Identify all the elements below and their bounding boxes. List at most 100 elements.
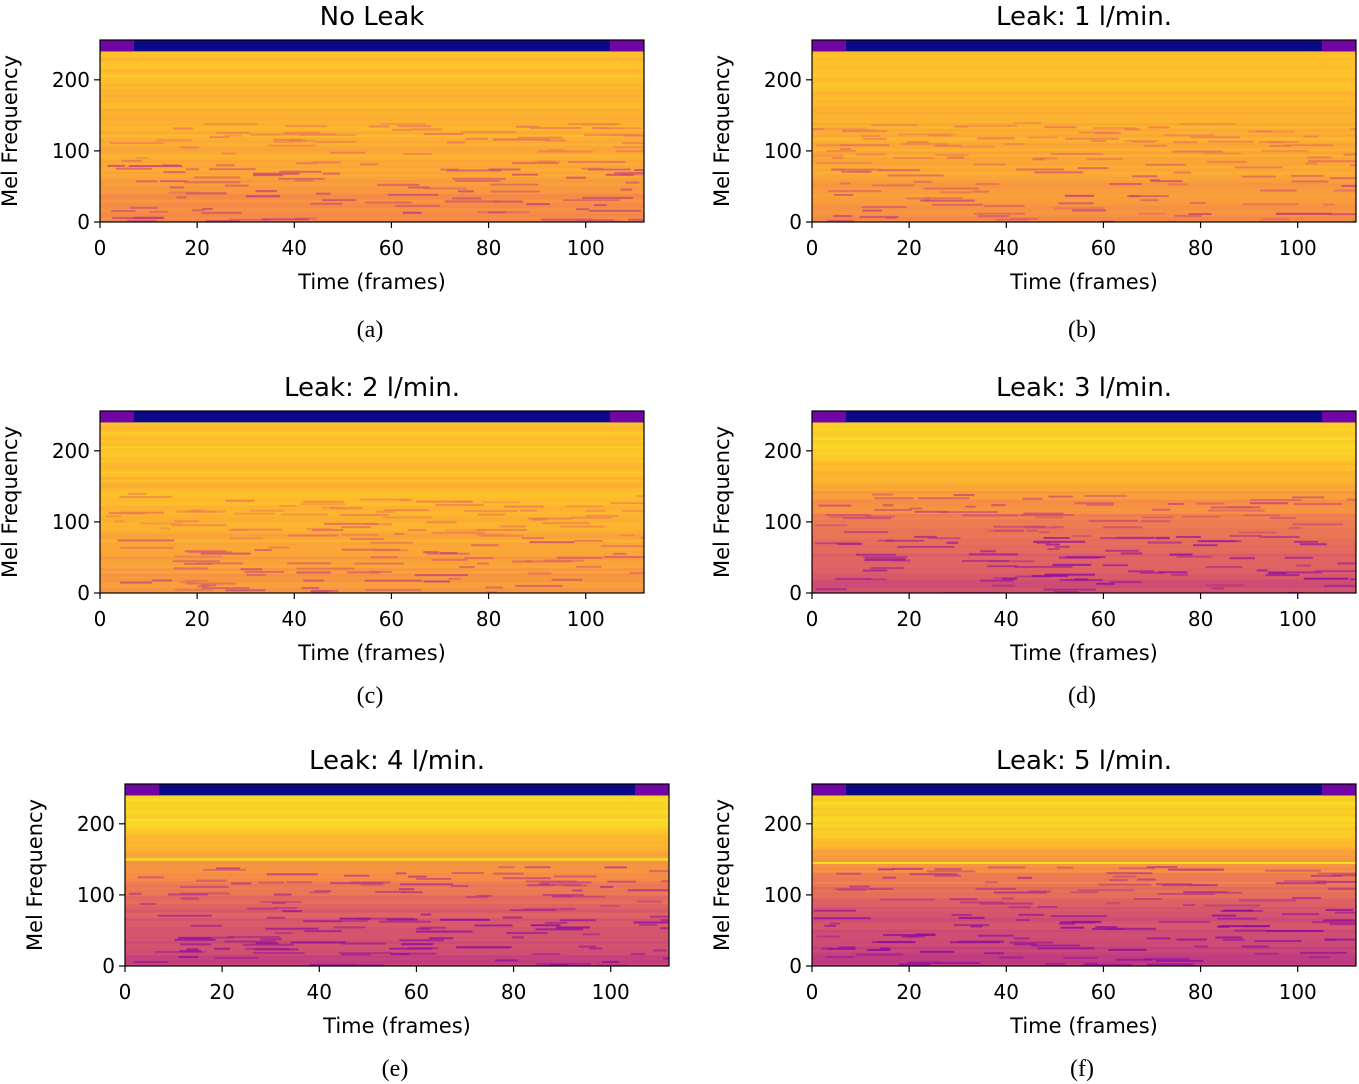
spectral-streak (1001, 577, 1017, 580)
spectral-streak (261, 218, 309, 221)
spectral-streak (525, 880, 577, 883)
frequency-band (812, 133, 1356, 138)
spectral-streak (411, 128, 442, 131)
x-axis-label: Time (frames) (1009, 1014, 1158, 1038)
spectral-streak (1194, 945, 1208, 948)
spectral-streak (958, 940, 1004, 943)
frequency-band (812, 167, 1356, 172)
spectral-streak (1138, 212, 1167, 215)
spectral-streak (149, 210, 168, 213)
frequency-band (812, 484, 1356, 489)
spectral-streak (196, 562, 243, 565)
spectral-streak (633, 169, 644, 172)
frequency-band (100, 139, 644, 143)
spectral-streak (972, 190, 990, 193)
spectral-streak (216, 867, 241, 870)
spectral-streak (185, 192, 227, 195)
spectral-streak (816, 161, 872, 164)
frequency-band (812, 892, 1356, 896)
spectral-streak (387, 193, 439, 196)
frequency-band (125, 911, 669, 916)
frequency-band (100, 156, 644, 161)
spectral-streak (477, 562, 489, 565)
spectral-streak (1250, 498, 1302, 501)
frequency-band (125, 897, 669, 902)
spectral-streak (133, 216, 165, 219)
y-tick-label: 200 (764, 812, 802, 836)
spectral-streak (1217, 917, 1257, 920)
frequency-band (100, 581, 644, 586)
spectral-streak (292, 139, 316, 142)
frequency-band (812, 521, 1356, 526)
spectral-streak (1292, 896, 1321, 899)
tonal-line (125, 858, 669, 861)
spectral-streak (140, 522, 183, 525)
spectral-streak (1043, 537, 1070, 540)
spectral-streak (829, 922, 841, 925)
spectral-streak (1014, 565, 1073, 568)
spectral-streak (227, 936, 281, 939)
spectral-streak (301, 587, 320, 590)
spectral-streak (208, 168, 256, 171)
spectral-streak (542, 893, 584, 896)
frequency-band (812, 957, 1356, 961)
spectral-streak (119, 511, 165, 514)
spectral-streak (839, 144, 890, 147)
spectral-streak (344, 874, 370, 877)
frequency-band (812, 960, 1356, 964)
spectral-streak (964, 505, 976, 508)
spectral-streak (874, 508, 912, 511)
spectral-streak (923, 199, 939, 202)
plot-frame (811, 783, 1357, 967)
frequency-band (100, 182, 644, 186)
spectral-streak (567, 160, 626, 163)
spectral-streak (1070, 891, 1098, 894)
spectral-streak (607, 880, 637, 883)
x-tick-label: 100 (592, 980, 630, 1004)
y-axis-label: Mel Frequency (710, 426, 734, 578)
spectral-streak (856, 953, 904, 956)
spectral-streak (341, 533, 379, 536)
spectral-streak (359, 163, 379, 166)
frequency-band (812, 496, 1356, 500)
frequency-band (100, 430, 644, 435)
spectral-streak (364, 579, 422, 582)
spectral-streak (855, 153, 887, 156)
frequency-band (812, 838, 1356, 842)
frequency-band (100, 550, 644, 554)
spectral-streak (1092, 927, 1125, 930)
frequency-band (812, 128, 1356, 132)
spectral-streak (497, 866, 515, 869)
frequency-band (125, 883, 669, 887)
y-axis-label: Mel Frequency (710, 55, 734, 207)
frequency-band (812, 872, 1356, 876)
spectral-streak (435, 503, 484, 506)
frequency-band (812, 199, 1356, 203)
frequency-band (100, 142, 644, 146)
spectral-streak (485, 586, 504, 589)
spectral-streak (321, 199, 357, 202)
heatmap-image (125, 784, 669, 966)
frequency-band (100, 68, 644, 72)
spectral-streak (600, 545, 644, 548)
spectral-streak (1238, 899, 1297, 902)
spectral-streak (1333, 189, 1356, 192)
spectral-streak (321, 506, 339, 509)
spectral-streak (836, 543, 863, 546)
spectral-streak (898, 133, 957, 136)
frequency-band (100, 473, 644, 478)
x-axis-label: Time (frames) (297, 641, 446, 665)
spectral-streak (401, 943, 434, 946)
frequency-band (812, 812, 1356, 816)
spectrogram-panel-6: 0 20 40 60 80 100 0 100 200 Leak: 5 l/min. Time (f… (710, 746, 1357, 1082)
frequency-band (100, 71, 644, 75)
silent-band (100, 411, 644, 423)
spectral-streak (1093, 127, 1135, 130)
spectral-streak (185, 168, 200, 171)
spectral-streak (339, 917, 371, 920)
spectral-streak (1084, 495, 1127, 498)
spectral-streak (169, 186, 184, 189)
frequency-band (100, 187, 644, 192)
panel-title: Leak: 4 l/min. (309, 746, 485, 776)
frequency-band (812, 150, 1356, 155)
